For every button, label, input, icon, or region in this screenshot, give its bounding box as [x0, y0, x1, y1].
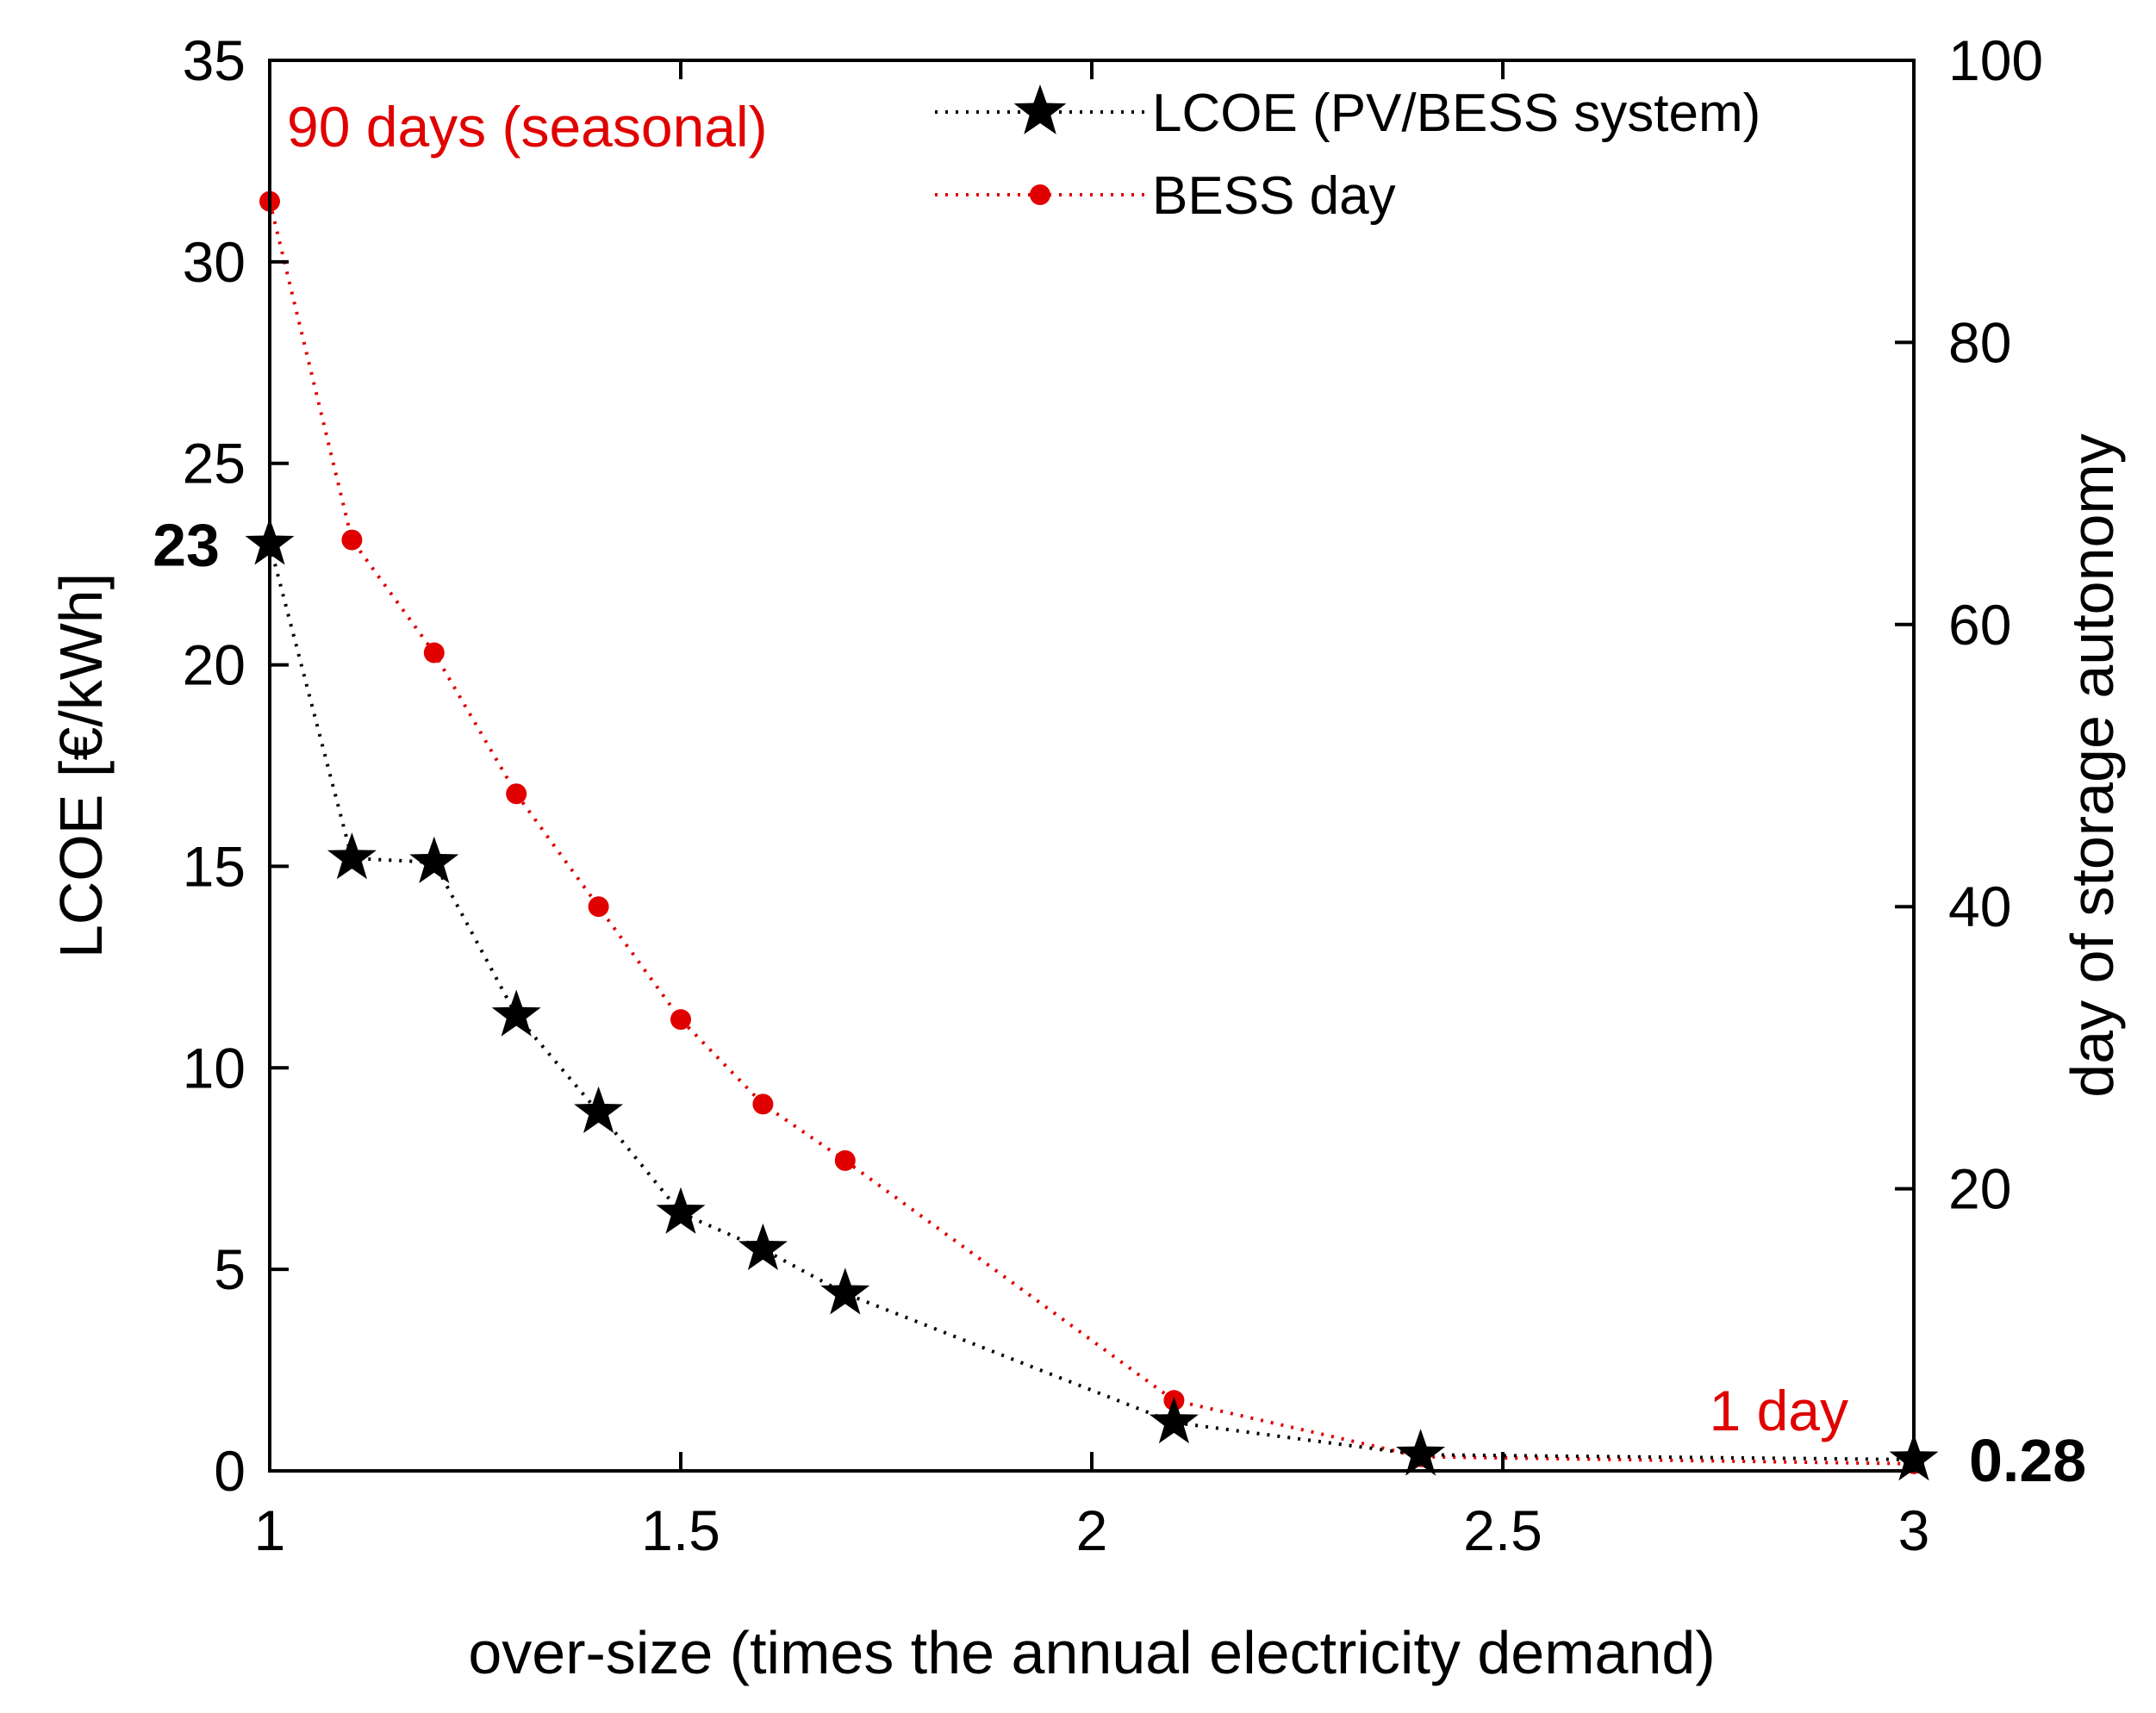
legend: LCOE (PV/BESS system) BESS day [935, 84, 1760, 226]
start-value-label: 23 [153, 511, 220, 578]
lcoe-star-point [820, 1268, 870, 1315]
y-left-tick-label: 5 [214, 1237, 246, 1301]
lcoe-star-point [409, 836, 459, 883]
y-right-tick-label: 60 [1948, 593, 2011, 657]
y-right-tick-label: 40 [1948, 875, 2011, 938]
x-tick-label: 3 [1898, 1498, 1930, 1562]
bess-point [752, 1093, 774, 1115]
legend-star-icon [1013, 84, 1067, 134]
bess-point [341, 529, 363, 551]
y-right-tick-label: 100 [1948, 28, 2043, 92]
y-left-tick-label: 30 [183, 230, 246, 294]
lcoe-star-point [327, 832, 377, 880]
plot-area [245, 190, 1939, 1481]
x-tick-label: 1.5 [641, 1498, 720, 1562]
lcoe-star-point [574, 1086, 624, 1133]
y-left-tick-label: 20 [183, 633, 246, 697]
y-left-tick-label: 15 [183, 834, 246, 898]
bess-point [423, 642, 445, 663]
seasonal-annotation: 90 days (seasonal) [287, 95, 768, 159]
lcoe-star-point [656, 1187, 706, 1234]
y-left-tick-label: 10 [183, 1036, 246, 1099]
y-left-tick-label: 0 [214, 1439, 246, 1503]
end-value-label: 0.28 [1969, 1427, 2086, 1494]
x-axis-label: over-size (times the annual electricity … [468, 1619, 1715, 1686]
bess-point [506, 783, 527, 805]
x-tick-label: 2.5 [1463, 1498, 1542, 1562]
bess-point [670, 1009, 691, 1031]
y-left-axis-label: LCOE [€/kWh] [47, 573, 115, 958]
y-left-tick-label: 25 [183, 432, 246, 495]
lcoe-star-point [738, 1223, 788, 1270]
y-left-tick-label: 35 [183, 28, 246, 92]
y-right-axis-label: day of storage autonomy [2059, 433, 2126, 1097]
y-right-tick-label: 20 [1948, 1157, 2011, 1221]
bess-series-line [268, 201, 1915, 1466]
y-right-tick-label: 80 [1948, 310, 2011, 374]
bess-point [588, 896, 609, 918]
lcoe-star-point [1396, 1429, 1446, 1476]
axes [268, 59, 1916, 1473]
bess-point [834, 1149, 856, 1171]
legend-dot-icon [1030, 184, 1050, 205]
lcoe-star-point [491, 989, 541, 1037]
plot-frame [268, 59, 1916, 1473]
x-tick-label: 1 [254, 1498, 286, 1562]
one-day-annotation: 1 day [1710, 1379, 1848, 1442]
legend-lcoe-label: LCOE (PV/BESS system) [1152, 84, 1760, 143]
lcoe-star-point [1149, 1396, 1199, 1444]
x-tick-label: 2 [1076, 1498, 1108, 1562]
legend-bess-label: BESS day [1152, 166, 1396, 226]
